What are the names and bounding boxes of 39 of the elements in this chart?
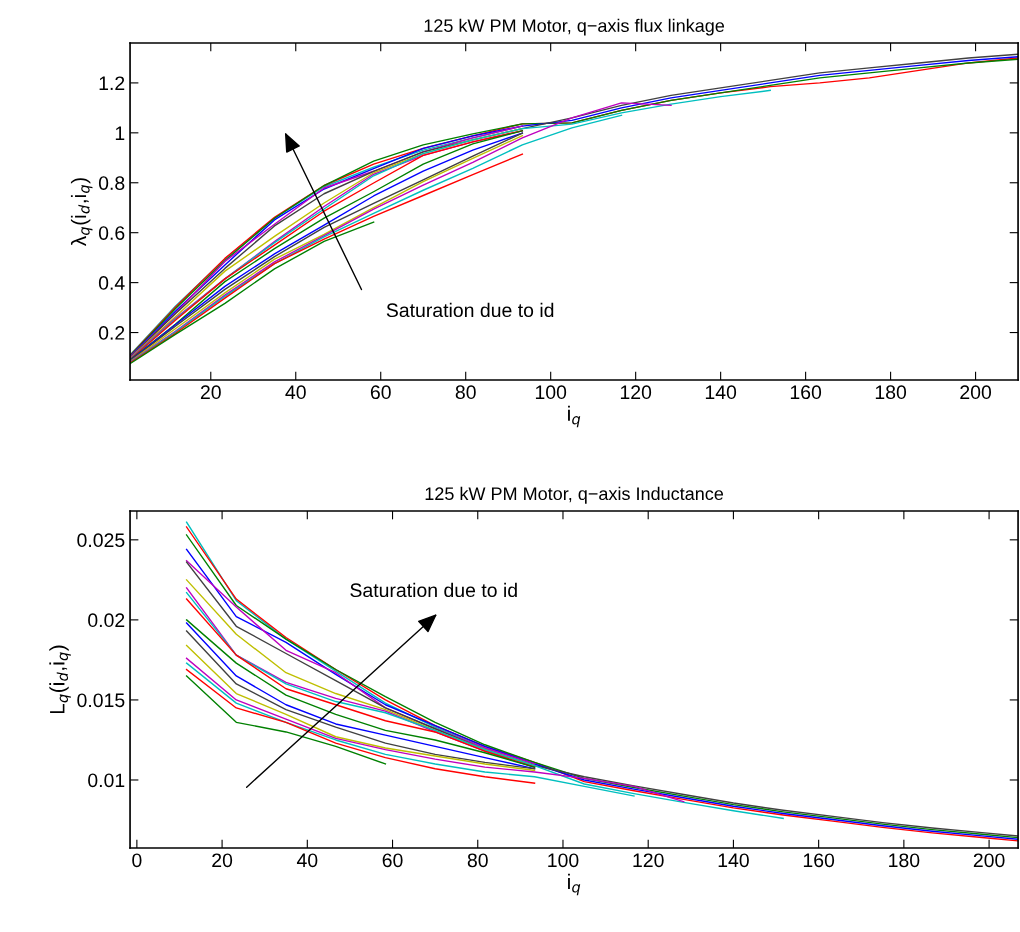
x-tick-label: 80: [467, 853, 488, 868]
annotation: Saturation due to id: [386, 302, 554, 318]
x-tick-label: 180: [889, 853, 920, 868]
x-tick-label: 120: [633, 853, 664, 868]
x-tick-label: 160: [790, 385, 822, 400]
x-tick-label: 0: [132, 853, 142, 868]
x-tick-label: 60: [370, 385, 391, 400]
y-tick-label: 0.01: [88, 773, 125, 788]
chart-title: 125 kW PM Motor, q−axis Inductance: [425, 486, 724, 504]
y-tick-label: 0.4: [98, 276, 125, 290]
y-tick-label: 1.2: [99, 76, 125, 90]
y-tick-label: 0.015: [77, 693, 125, 708]
x-tick-label: 40: [296, 853, 318, 868]
x-tick-label: 20: [200, 385, 221, 400]
x-tick-label: 40: [285, 385, 306, 400]
chart-title: 125 kW PM Motor, q−axis flux linkage: [424, 18, 725, 36]
x-tick-label: 140: [705, 385, 737, 400]
x-tick-label: 120: [620, 385, 652, 400]
annotation: Saturation due to id: [350, 582, 517, 598]
x-tick-label: 100: [548, 853, 579, 868]
x-tick-label: 160: [803, 853, 835, 868]
x-tick-label: 200: [973, 853, 1005, 868]
x-tick-label: 80: [455, 385, 476, 400]
x-tick-label: 20: [212, 853, 233, 868]
y-tick-label: 0.6: [98, 226, 125, 240]
y-tick-label: 0.025: [77, 533, 125, 548]
y-tick-label: 1: [115, 126, 125, 140]
x-tick-label: 180: [875, 385, 907, 400]
y-axis-title: L$_{q}$(i$_{d}$,i$_{q}$): [49, 645, 71, 714]
y-tick-label: 0.02: [88, 613, 125, 628]
x-axis-title: i$_{q}$: [568, 405, 581, 428]
y-axis-title: λ$_{q}$(i$_{d}$,i$_{q}$): [70, 178, 93, 247]
y-tick-label: 0.2: [98, 326, 125, 340]
x-axis-title: i$_{q}$: [568, 873, 581, 896]
x-tick-label: 100: [535, 385, 567, 400]
x-tick-label: 200: [960, 385, 992, 400]
x-tick-label: 140: [718, 853, 749, 868]
x-tick-label: 60: [382, 853, 403, 868]
y-tick-label: 0.8: [98, 176, 125, 190]
